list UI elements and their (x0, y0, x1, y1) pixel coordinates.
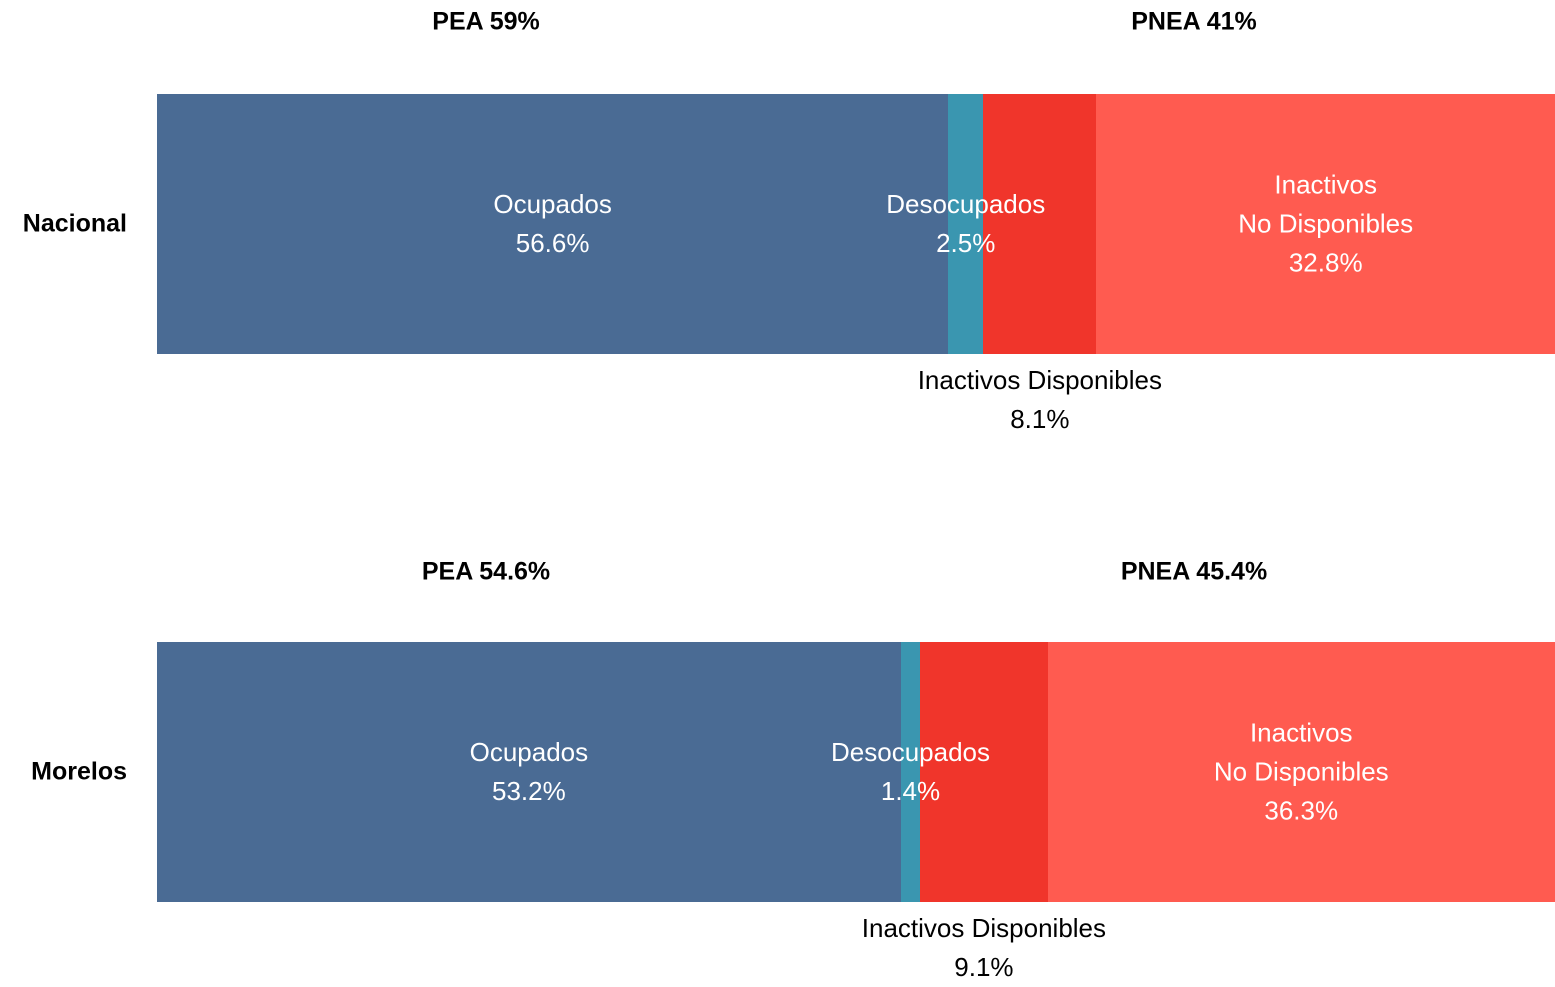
bar-segment (157, 94, 949, 354)
group-label: PEA 54.6% (421, 557, 551, 586)
group-label: PNEA 45.4% (1120, 557, 1268, 586)
value-label: 56.6% (515, 228, 590, 258)
series-name: Desocupados (831, 737, 991, 767)
bar-segment (157, 642, 901, 902)
segment-label: Ocupados 56.6% (493, 185, 612, 263)
series-name: Desocupados (886, 189, 1046, 219)
value-label: 53.2% (491, 776, 566, 806)
series-name: Ocupados (493, 189, 612, 219)
segment-label: Desocupados 1.4% (831, 733, 990, 811)
value-label: 36.3% (1264, 795, 1339, 826)
group-label: PNEA 41% (1131, 7, 1257, 36)
series-name: Inactivos No Disponibles (1238, 169, 1414, 239)
bar-segment (983, 94, 1097, 354)
bar-segment (1047, 642, 1555, 902)
bar-segment (1096, 94, 1555, 354)
segment-label: Inactivos Disponibles 8.1% (918, 361, 1162, 439)
segment-label: Desocupados 2.5% (886, 185, 1045, 263)
category-label: Nacional (22, 209, 127, 238)
segment-label: Ocupados 53.2% (470, 733, 589, 811)
series-name: Inactivos Disponibles (861, 913, 1107, 943)
value-label: 8.1% (1010, 404, 1070, 434)
series-name: Inactivos No Disponibles (1213, 717, 1389, 787)
segment-label: Inactivos Disponibles 9.1% (862, 909, 1106, 987)
value-label: 9.1% (954, 952, 1014, 982)
segment-label: Inactivos No Disponibles 36.3% (1214, 714, 1389, 831)
group-label: PEA 59% (432, 7, 540, 36)
bar-segment (920, 642, 1048, 902)
category-label: Morelos (31, 757, 127, 786)
value-label: 32.8% (1288, 247, 1363, 278)
segment-label: Inactivos No Disponibles 32.8% (1238, 166, 1413, 283)
value-label: 1.4% (880, 776, 941, 806)
series-name: Inactivos Disponibles (917, 365, 1162, 395)
bar-segment (948, 94, 984, 354)
value-label: 2.5% (936, 228, 996, 258)
bar-segment (900, 642, 921, 902)
series-name: Ocupados (469, 737, 589, 767)
